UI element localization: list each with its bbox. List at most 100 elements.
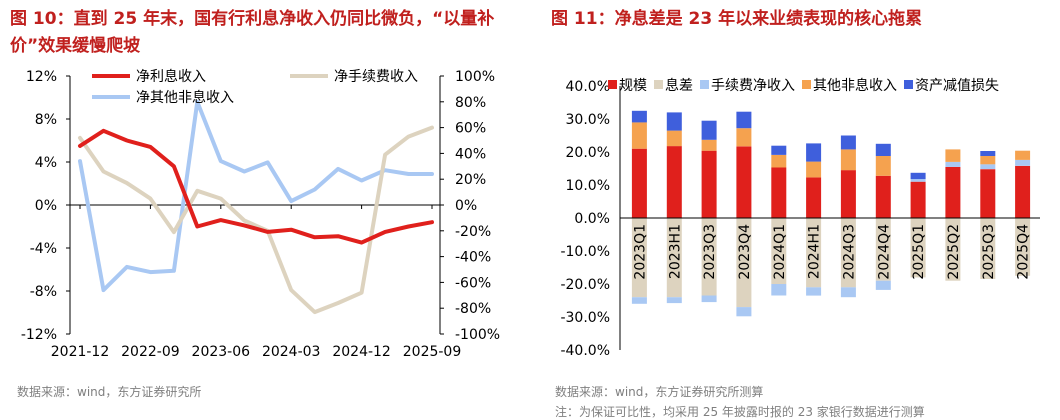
x-tick-label: 2025-09: [403, 344, 462, 360]
category-label: 2023Q1: [632, 224, 648, 280]
bar-segment: [631, 218, 647, 298]
y-tick-label: 30.0%: [566, 112, 610, 128]
category-label: 2025Q4: [1016, 224, 1032, 280]
x-tick-label: 2022-09: [121, 344, 180, 360]
bar-segment: [840, 135, 856, 150]
category-label: 2025Q1: [911, 224, 927, 280]
bar-segment: [945, 166, 961, 218]
bar-segment: [980, 151, 996, 156]
legend-swatch: [904, 80, 913, 89]
bar-segment: [666, 112, 682, 131]
left-y-tick-label: 4%: [35, 155, 57, 171]
legend-label: 规模: [619, 78, 647, 94]
x-tick-label: 2023-06: [192, 344, 251, 360]
bar-segment: [840, 218, 856, 288]
bar-segment: [875, 218, 891, 281]
right-y-tick-label: -80%: [455, 301, 491, 317]
legend-label: 净其他非息收入: [136, 89, 234, 106]
bar-segment: [631, 122, 647, 149]
category-label: 2023Q4: [737, 224, 753, 280]
bar-segment: [1015, 165, 1031, 218]
bar-segment: [1015, 159, 1031, 166]
legend-label: 净手续费收入: [334, 68, 418, 85]
bar-segment: [875, 280, 891, 290]
left-line-chart: 12% 8% 4% 0% -4% -8% -12% 100% 80% 60% 40% 20% 0% -20…: [21, 68, 500, 360]
bar-segment: [631, 297, 647, 304]
y-tick-label: -10.0%: [560, 244, 610, 260]
bar-segment: [910, 172, 926, 180]
right-y-tick-label: -20%: [455, 224, 491, 240]
bar-segment: [736, 111, 752, 129]
x-tick-label: 2024-03: [262, 344, 321, 360]
bar-segment: [806, 143, 822, 162]
bar-segment: [701, 295, 717, 303]
bar-segment: [910, 218, 926, 278]
bar-segment: [910, 179, 926, 182]
series-line-2: [78, 125, 434, 315]
series-line-1: [78, 128, 434, 245]
right-y-tick-label: 60%: [455, 121, 486, 137]
bar-segment: [980, 156, 996, 165]
bar-segment: [1015, 150, 1031, 160]
bar-segment: [736, 307, 752, 317]
bar-segment: [875, 143, 891, 156]
left-y-tick-label: -8%: [30, 284, 57, 300]
x-tick-label: 2021-12: [51, 344, 110, 360]
right-footnote: 注：为保证可比性，均采用 25 年披露时报的 23 家银行数据进行测算: [555, 405, 925, 419]
category-label: 2024Q1: [772, 224, 788, 280]
category-label: 2024Q4: [876, 224, 892, 280]
category-label: 2025Q3: [981, 224, 997, 280]
bar-segment: [771, 155, 787, 168]
bar-segment: [666, 218, 682, 298]
series-line-3: [78, 99, 434, 293]
y-tick-label: -20.0%: [560, 277, 610, 293]
bar-segment: [840, 149, 856, 171]
category-label: 2023Q3: [702, 224, 718, 280]
bar-segment: [701, 150, 717, 218]
bar-segment: [945, 149, 961, 162]
y-tick-label: -30.0%: [560, 310, 610, 326]
legend-label: 其他非息收入: [813, 77, 897, 94]
category-label: 2024Q3: [841, 224, 857, 280]
bar-segment: [806, 218, 822, 288]
bar-segment: [701, 139, 717, 151]
bar-segment: [736, 218, 752, 308]
category-label: 2024H1: [807, 224, 823, 279]
bar-segment: [771, 284, 787, 296]
bar-segment: [840, 287, 856, 298]
y-tick-label: 20.0%: [566, 145, 610, 161]
legend-label: 资产减值损失: [915, 78, 999, 94]
category-label: 2025Q2: [946, 224, 962, 280]
y-tick-label: 40.0%: [566, 79, 610, 95]
legend-label: 净利息收入: [136, 68, 206, 85]
category-label: 2023H1: [667, 224, 683, 279]
legend-swatch: [700, 80, 709, 89]
left-y-tick-label: -4%: [30, 241, 57, 257]
bar-segment: [910, 181, 926, 218]
bar-segment: [806, 287, 822, 296]
legend-swatch: [608, 80, 617, 89]
bar-segment: [701, 120, 717, 140]
right-y-tick-label: 20%: [455, 172, 486, 188]
left-y-tick-label: 8%: [35, 112, 57, 128]
right-y-tick-label: -60%: [455, 275, 491, 291]
legend-swatch: [654, 80, 663, 89]
legend-label: 息差: [665, 77, 693, 94]
bar-segment: [736, 146, 752, 218]
bar-segment: [806, 161, 822, 178]
bar-segment: [980, 164, 996, 170]
y-tick-label: 10.0%: [566, 178, 610, 194]
right-y-tick-label: -40%: [455, 250, 491, 266]
legend-label: 手续费净收入: [711, 77, 795, 94]
bar-segment: [666, 130, 682, 147]
bar-segment: [806, 177, 822, 218]
right-y-tick-label: 80%: [455, 95, 486, 111]
left-y-tick-label: 12%: [26, 69, 57, 85]
bar-segment: [736, 128, 752, 147]
bar-segment: [980, 218, 996, 279]
bar-segment: [945, 161, 961, 167]
bar-segment: [980, 169, 996, 218]
bar-segment: [771, 218, 787, 284]
right-stacked-bar-chart: 40.0% 30.0% 20.0% 10.0% 0.0% -10.0% -20.0% -30.…: [560, 77, 1040, 359]
bar-segment: [771, 167, 787, 218]
